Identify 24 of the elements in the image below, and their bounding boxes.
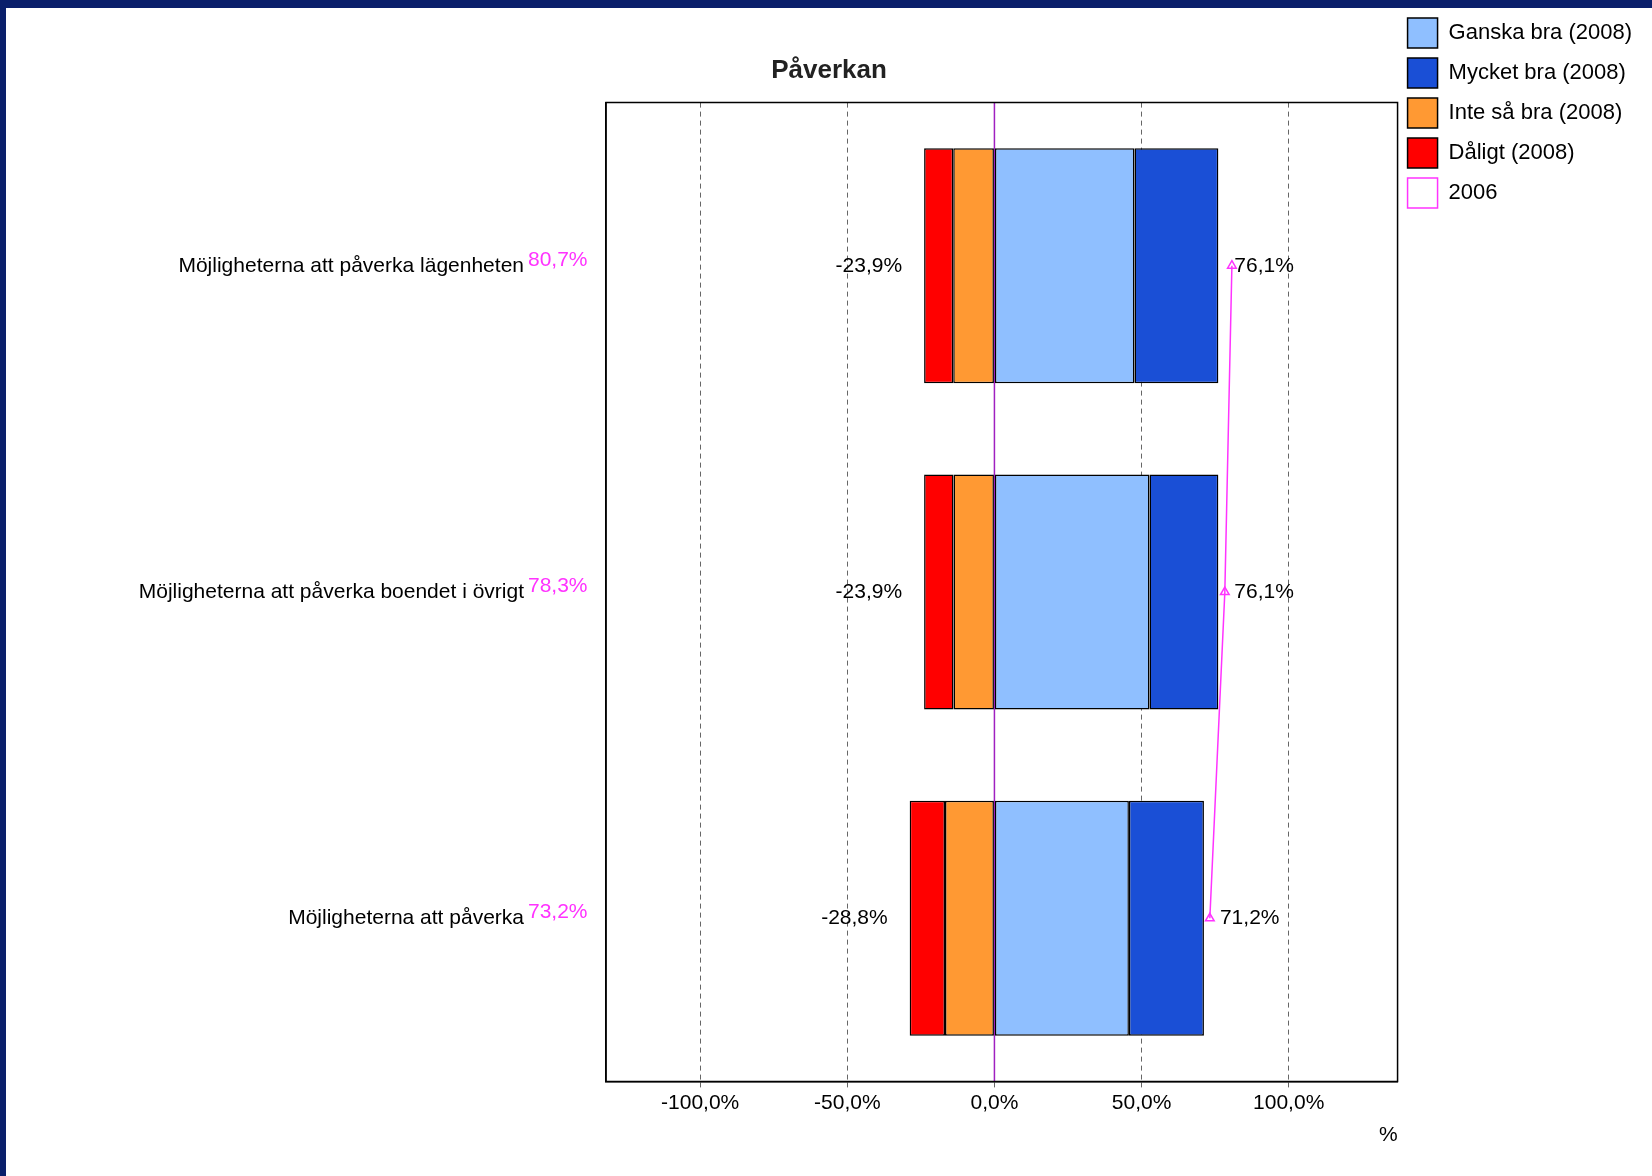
annotation: -28,8% <box>821 905 888 929</box>
y-tick-label: Möjligheterna att påverka lägenheten <box>178 252 524 276</box>
annotation: -23,9% <box>835 578 903 602</box>
x-tick-label: -100,0% <box>661 1089 740 1113</box>
y-tick-label: Möjligheterna att påverka <box>288 905 525 929</box>
x-tick-label: -50,0% <box>814 1089 881 1113</box>
legend-label: Mycket bra (2008) <box>1448 59 1626 85</box>
legend-label: Ganska bra (2008) <box>1448 19 1632 45</box>
x-tick-label: 0,0% <box>970 1089 1019 1113</box>
chart-title: Påverkan <box>771 54 887 85</box>
legend-label: Inte så bra (2008) <box>1448 99 1623 125</box>
annotation: -23,9% <box>835 252 903 276</box>
x-axis-title: % <box>1378 1122 1398 1145</box>
data-label: 78,3% <box>528 572 588 596</box>
annotation: 76,1% <box>1234 578 1294 602</box>
legend-label: 2006 <box>1448 179 1498 205</box>
annotation: 71,2% <box>1219 905 1280 929</box>
annotation: 76,1% <box>1234 252 1294 276</box>
data-label: 73,2% <box>528 899 588 923</box>
y-tick-label: Möjligheterna att påverka boendet i övrigt <box>138 578 525 602</box>
legend-label: Dåligt (2008) <box>1448 139 1575 165</box>
x-tick-label: 50,0% <box>1111 1089 1172 1113</box>
x-tick-label: 100,0% <box>1253 1089 1325 1113</box>
data-label: 80,7% <box>528 246 588 270</box>
